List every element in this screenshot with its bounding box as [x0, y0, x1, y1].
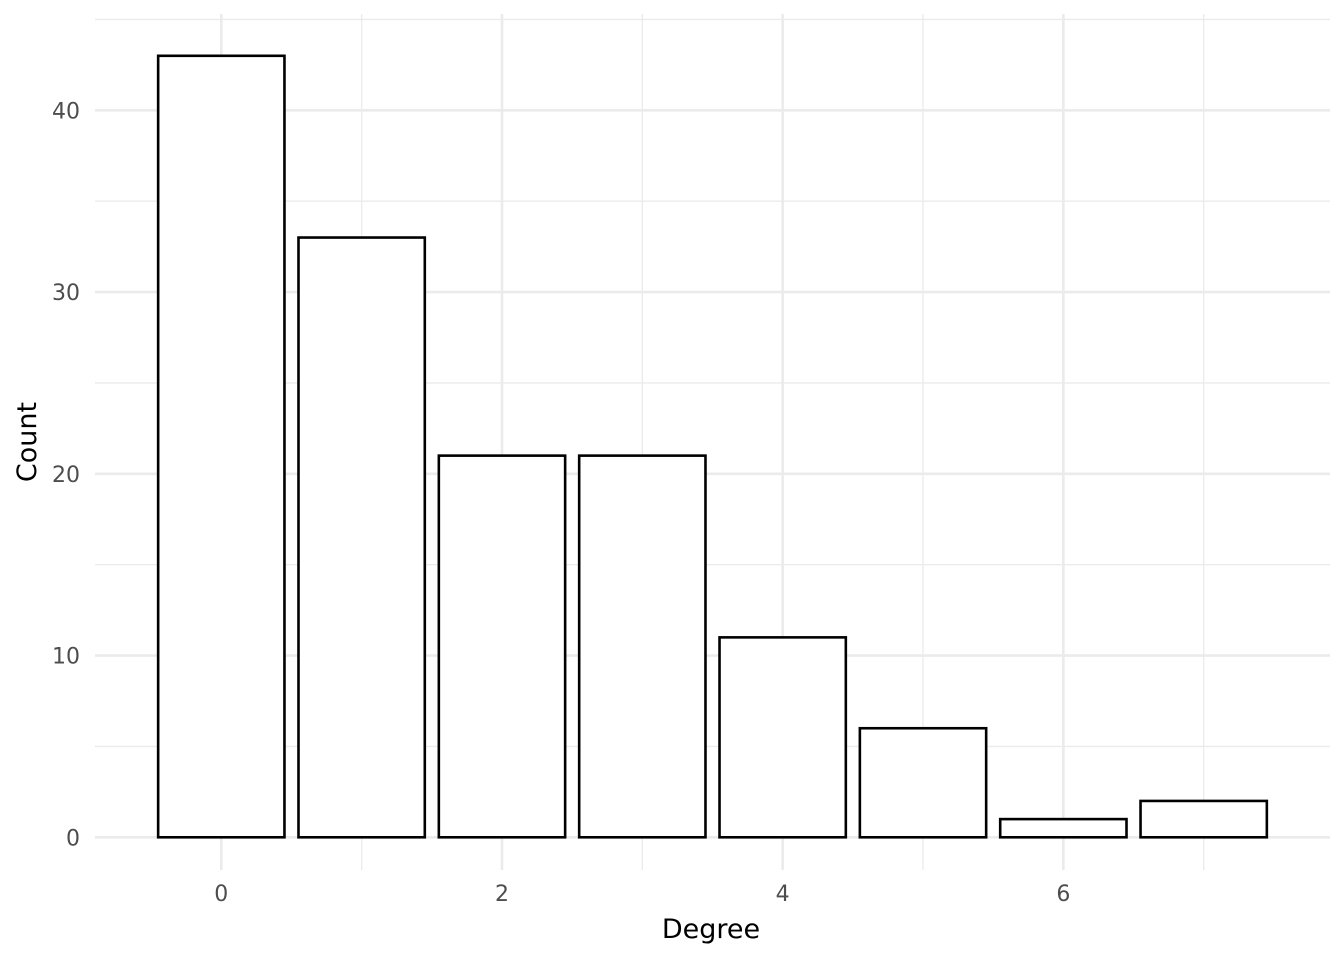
bar-degree-4 [718, 636, 848, 839]
bar-degree-5 [858, 726, 988, 839]
x-tick-label: 6 [1056, 882, 1070, 907]
bars [156, 54, 1269, 839]
bar-degree-3 [577, 454, 707, 839]
x-tick-label: 4 [776, 882, 790, 907]
bar-degree-7 [1139, 799, 1269, 839]
y-axis-title: Count [12, 402, 43, 482]
x-axis-title: Degree [662, 914, 760, 945]
x-tick-label: 2 [495, 882, 509, 907]
bar-degree-1 [297, 236, 427, 839]
bar-degree-6 [998, 817, 1128, 839]
x-tick-labels: 0 2 4 6 [214, 882, 1070, 907]
y-tick-labels: 0 10 20 30 40 [52, 99, 80, 851]
y-tick-label: 10 [52, 645, 80, 670]
bar-degree-0 [156, 54, 286, 839]
y-tick-label: 30 [52, 281, 80, 306]
bar-degree-2 [437, 454, 567, 839]
x-tick-label: 0 [214, 882, 228, 907]
y-tick-label: 20 [52, 463, 80, 488]
y-tick-label: 0 [66, 826, 80, 851]
y-tick-label: 40 [52, 99, 80, 124]
